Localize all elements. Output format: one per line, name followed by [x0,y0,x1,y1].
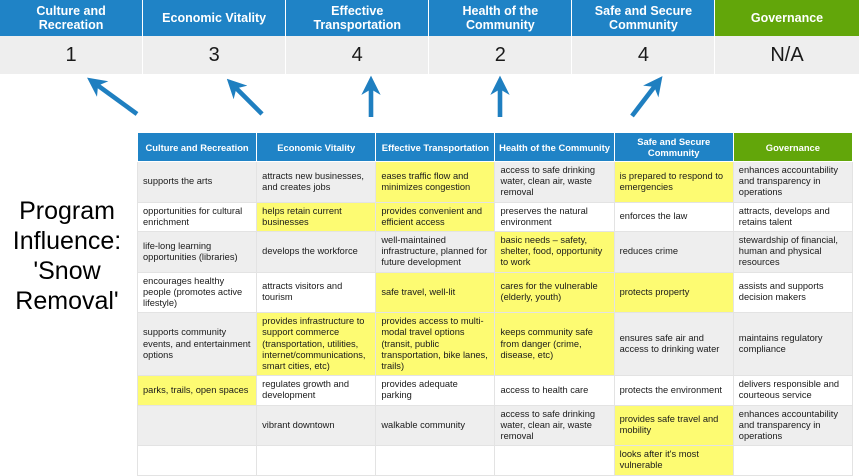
caption-line-2: Influence: [12,227,122,255]
table-cell: provides adequate parking [375,375,496,406]
table-cell [375,445,496,476]
table-row: life-long learning opportunities (librar… [136,231,854,273]
table-cell: enhances accountability and transparency… [732,161,854,203]
table-cell: opportunities for cultural enrichment [136,201,258,233]
table-cell: vibrant downtown [256,404,377,447]
table-cell: walkable community [375,404,496,447]
summary-value-safe-and-secure-community: 4 [572,36,716,74]
caption-line-4: Removal' [15,287,119,315]
arrow-up-left-1 [87,77,139,116]
table-cell: reduces crime [613,231,734,273]
table-cell: preserves the natural environment [494,201,615,233]
summary-header-effective-transportation: Effective Transportation [286,0,430,36]
summary-header-governance: Governance [715,0,859,36]
table-cell: parks, trails, open spaces [136,375,258,406]
table-cell: delivers responsible and courteous servi… [732,375,854,406]
arrow-up-left-2 [226,78,264,116]
table-row: encourages healthy people (promotes acti… [136,271,854,314]
program-influence-caption: Program Influence: 'Snow Removal' [4,196,130,316]
table-row: parks, trails, open spaces regulates grow… [136,375,854,406]
table-cell: provides infrastructure to support comme… [256,312,377,377]
table-cell: attracts visitors and tourism [256,271,377,314]
table-cell: looks after it's most vulnerable [613,445,734,476]
summary-scorecard-band: Culture and Recreation Economic Vitality… [0,0,859,74]
table-cell: assists and supports decision makers [732,271,854,314]
table-cell: keeps community safe from danger (crime,… [494,312,615,377]
table-cell [256,445,377,476]
table-row: vibrant downtown walkable community access… [136,404,854,447]
table-cell: enhances accountability and transparency… [732,404,854,447]
summary-value-economic-vitality: 3 [143,36,287,74]
matrix-header-governance: Governance [732,132,854,162]
table-cell [136,445,258,476]
table-cell: well-maintained infrastructure, planned … [375,231,496,273]
arrow-up-right-5 [630,76,663,118]
table-cell: enforces the law [613,201,734,233]
table-cell: access to safe drinking water, clean air… [494,161,615,203]
summary-value-effective-transportation: 4 [286,36,430,74]
table-row: looks after it's most vulnerable [136,445,854,476]
summary-header-culture-and-recreation: Culture and Recreation [0,0,144,36]
table-cell: attracts, develops and retains talent [732,201,854,233]
table-row: opportunities for cultural enrichment hel… [136,201,854,233]
summary-header-row: Culture and Recreation Economic Vitality… [0,0,859,36]
table-cell [136,404,258,447]
matrix-header-economic-vitality: Economic Vitality [256,132,377,162]
table-row: supports community events, and entertain… [136,312,854,377]
influence-matrix-container: Culture and Recreation Economic Vitality… [136,132,854,476]
table-cell: ensures safe air and access to drinking … [613,312,734,377]
summary-value-health-of-the-community: 2 [429,36,573,74]
table-cell [732,445,854,476]
matrix-body: supports the arts attracts new businesses… [136,161,854,476]
matrix-header-health-of-the-community: Health of the Community [494,132,615,162]
table-cell: maintains regulatory compliance [732,312,854,377]
table-cell: develops the workforce [256,231,377,273]
summary-header-economic-vitality: Economic Vitality [143,0,287,36]
summary-value-culture-and-recreation: 1 [0,36,144,74]
table-cell: provides access to multi-modal travel op… [375,312,496,377]
table-cell: supports community events, and entertain… [136,312,258,377]
table-cell: basic needs – safety, shelter, food, opp… [494,231,615,273]
table-cell: regulates growth and development [256,375,377,406]
matrix-header-row: Culture and Recreation Economic Vitality… [136,132,854,162]
summary-header-safe-and-secure-community: Safe and Secure Community [572,0,716,36]
table-cell: helps retain current businesses [256,201,377,233]
table-cell: provides safe travel and mobility [613,404,734,447]
influence-matrix-table: Culture and Recreation Economic Vitality… [136,132,854,476]
table-cell: supports the arts [136,161,258,203]
matrix-header-safe-and-secure-community: Safe and Secure Community [613,132,734,162]
table-cell [494,445,615,476]
matrix-header-culture-and-recreation: Culture and Recreation [136,132,258,162]
table-cell: safe travel, well-lit [375,271,496,314]
table-cell: access to health care [494,375,615,406]
summary-value-row: 1 3 4 2 4 N/A [0,36,859,74]
table-cell: stewardship of financial, human and phys… [732,231,854,273]
table-cell: eases traffic flow and minimizes congest… [375,161,496,203]
summary-value-governance: N/A [715,36,859,74]
arrow-connectors-group [87,75,663,118]
table-cell: life-long learning opportunities (librar… [136,231,258,273]
table-cell: cares for the vulnerable (elderly, youth… [494,271,615,314]
table-cell: access to safe drinking water, clean air… [494,404,615,447]
table-row: supports the arts attracts new businesses… [136,161,854,203]
table-cell: protects property [613,271,734,314]
caption-line-3: 'Snow [33,257,101,285]
table-cell: encourages healthy people (promotes acti… [136,271,258,314]
summary-header-health-of-the-community: Health of the Community [429,0,573,36]
table-cell: attracts new businesses, and creates job… [256,161,377,203]
table-cell: protects the environment [613,375,734,406]
matrix-header-effective-transportation: Effective Transportation [375,132,496,162]
caption-line-1: Program [19,197,115,225]
table-cell: is prepared to respond to emergencies [613,161,734,203]
table-cell: provides convenient and efficient access [375,201,496,233]
